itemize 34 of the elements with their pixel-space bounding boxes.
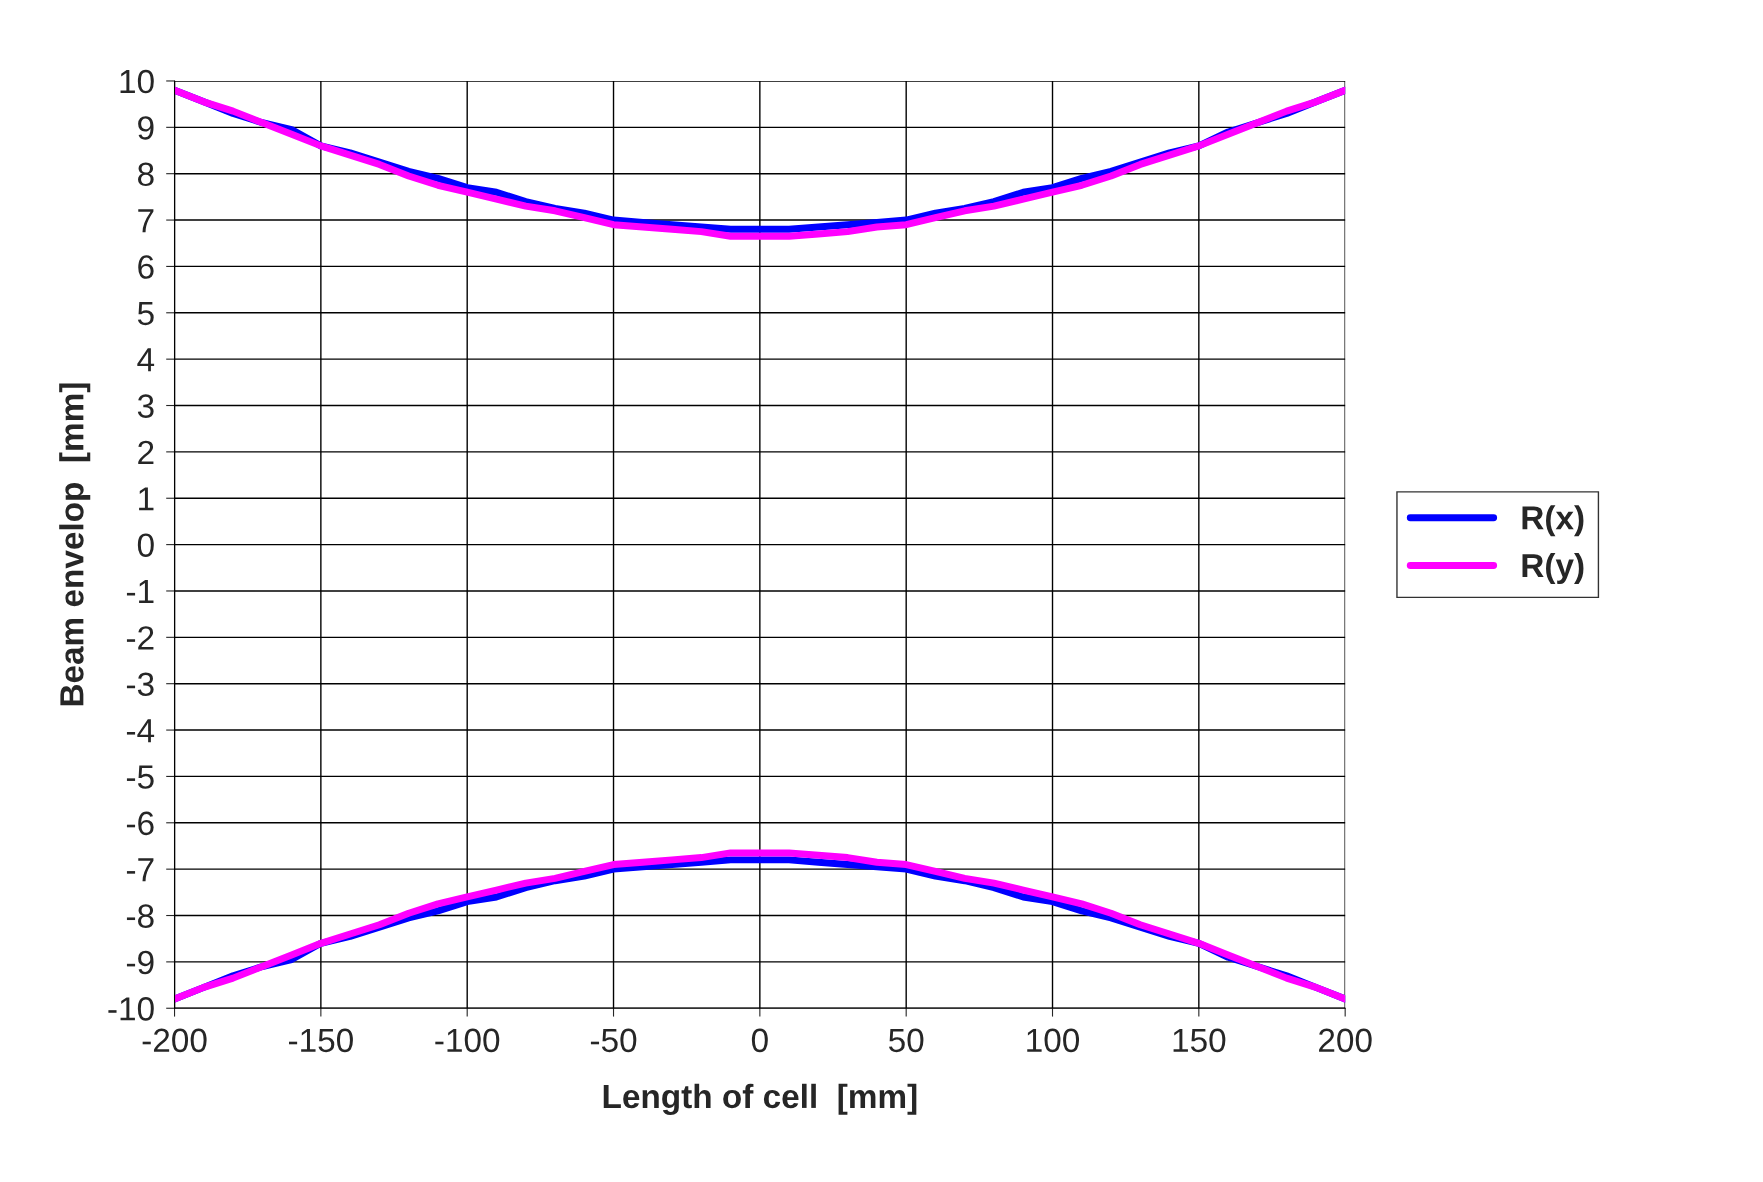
y-tick-label: 1 (139, 487, 154, 511)
x-axis-title: Length of cell [mm] (603, 1083, 917, 1115)
x-tick-label: 0 (751, 1028, 768, 1053)
y-tick-label: -5 (126, 765, 154, 789)
y-tick-label: -3 (126, 672, 154, 697)
x-tick-label: -50 (590, 1028, 637, 1053)
x-tick-label: 200 (1319, 1028, 1372, 1053)
x-tick-label: -150 (288, 1028, 353, 1053)
y-tick-label: 7 (138, 209, 154, 233)
y-tick-label: -1 (126, 580, 154, 604)
y-tick-label: -10 (108, 997, 154, 1021)
y-tick-label: 2 (138, 440, 154, 464)
y-tick-label: -6 (126, 811, 154, 836)
legend-label: R(y) (1522, 552, 1584, 585)
x-tick-label: -200 (142, 1028, 207, 1053)
legend-label: R(x) (1522, 505, 1584, 537)
y-tick-label: 6 (138, 255, 154, 279)
x-tick-label: 150 (1173, 1028, 1226, 1053)
y-tick-label: -9 (126, 950, 154, 975)
y-tick-label: -8 (126, 904, 154, 928)
y-tick-label: 4 (137, 348, 155, 372)
y-tick-label: 10 (120, 69, 154, 94)
y-axis-title: Beam envelop [mm] (59, 383, 91, 706)
y-tick-label: -4 (126, 719, 155, 743)
x-tick-label: 100 (1027, 1028, 1080, 1053)
y-tick-label: 9 (138, 116, 154, 140)
y-tick-label: 0 (137, 533, 154, 558)
x-tick-label: 50 (888, 1028, 924, 1053)
y-tick-label: 3 (137, 394, 154, 418)
x-tick-label: -100 (435, 1028, 500, 1053)
y-tick-label: 5 (137, 301, 154, 326)
y-tick-label: -2 (126, 626, 154, 650)
y-tick-label: 8 (138, 162, 154, 187)
y-tick-label: -7 (126, 858, 154, 882)
